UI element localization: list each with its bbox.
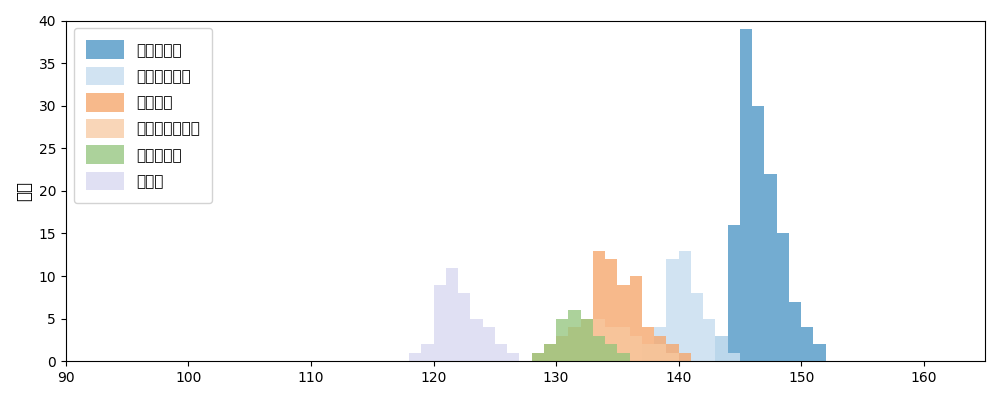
Polygon shape [66,319,997,361]
Polygon shape [66,310,997,361]
Polygon shape [66,268,997,361]
Legend: ストレート, カットボール, フォーク, チェンジアップ, スライダー, カーブ: ストレート, カットボール, フォーク, チェンジアップ, スライダー, カーブ [74,28,212,203]
Polygon shape [66,250,997,361]
Y-axis label: 球数: 球数 [15,181,33,201]
Polygon shape [66,29,997,361]
Polygon shape [66,250,997,361]
